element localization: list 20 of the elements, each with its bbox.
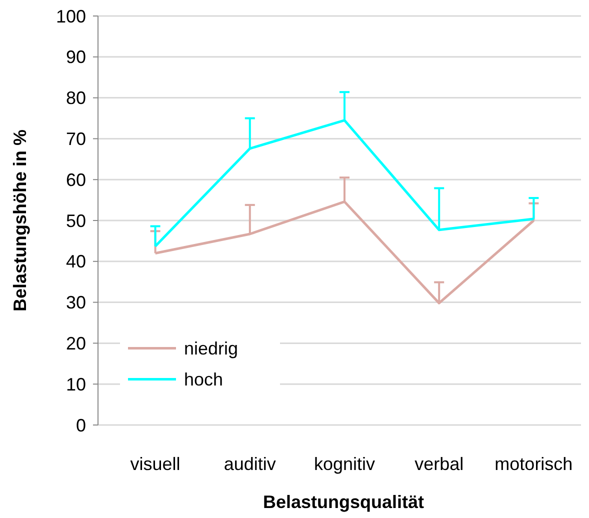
y-tick-label: 70 [66, 129, 86, 149]
x-tick-label: motorisch [494, 454, 573, 474]
legend-label: niedrig [184, 338, 238, 358]
y-tick-label: 50 [66, 210, 86, 231]
x-tick-label: verbal [414, 454, 464, 474]
legend-label: hoch [184, 370, 224, 390]
y-tick-label: 90 [66, 47, 86, 68]
y-tick-label: 40 [66, 252, 86, 272]
y-axis-title: Belastungshöhe in % [10, 129, 30, 312]
x-axis-title: Belastungsqualität [262, 492, 424, 512]
x-tick-label: visuell [130, 454, 180, 474]
x-tick-label: auditiv [224, 454, 276, 474]
y-tick-label: 80 [66, 88, 86, 108]
y-tick-label: 20 [66, 334, 86, 354]
y-tick-label: 0 [76, 415, 86, 436]
y-tick-label: 100 [56, 6, 86, 26]
x-tick-label: kognitiv [314, 454, 376, 474]
y-tick-label: 30 [66, 292, 86, 313]
y-tick-label: 10 [66, 374, 86, 394]
y-tick-label: 60 [66, 170, 86, 190]
